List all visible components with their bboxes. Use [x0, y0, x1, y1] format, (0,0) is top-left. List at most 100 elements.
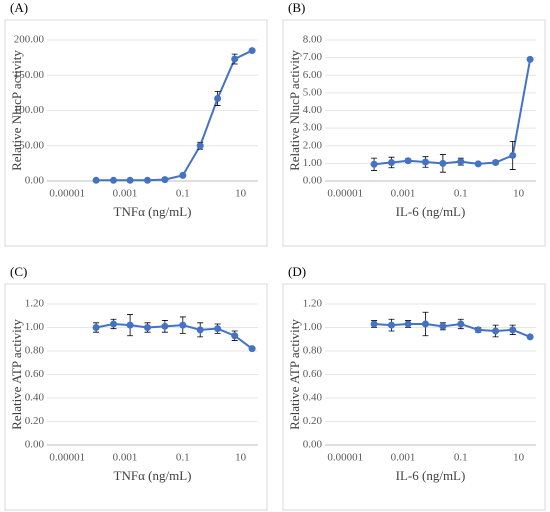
- data-point: [421, 320, 429, 328]
- series-line: [373, 59, 532, 166]
- data-point: [161, 176, 169, 184]
- y-tick-label: 0.80: [25, 345, 45, 357]
- data-point: [161, 322, 169, 330]
- x-axis-label: TNFα (ng/mL): [114, 204, 192, 219]
- x-axis-label: IL-6 (ng/mL): [396, 468, 466, 483]
- data-point: [526, 333, 534, 341]
- y-tick-label: 0.60: [303, 368, 323, 380]
- data-point: [179, 321, 187, 329]
- x-tick-label: 0.001: [391, 188, 416, 200]
- x-tick-label: 0.1: [176, 452, 190, 464]
- data-point: [143, 324, 151, 331]
- data-point: [214, 325, 222, 333]
- panel-border: [282, 283, 546, 511]
- y-tick-label: 0.20: [303, 415, 323, 427]
- data-point: [509, 326, 517, 334]
- panel-border: [4, 283, 268, 511]
- data-point: [370, 160, 378, 168]
- data-point: [196, 142, 204, 150]
- y-tick-label: 0.40: [25, 392, 45, 404]
- data-point: [404, 320, 412, 328]
- y-tick-label: 1.20: [25, 298, 45, 310]
- y-tick-label: 2.00: [303, 139, 323, 151]
- series-line: [95, 322, 253, 350]
- data-point: [248, 47, 256, 55]
- y-tick-label: 1.00: [303, 321, 323, 333]
- data-point: [439, 322, 447, 330]
- data-point: [196, 326, 204, 334]
- y-tick-label: 0.40: [303, 392, 323, 404]
- y-tick-label: 1.00: [25, 321, 45, 333]
- y-tick-label: 8.00: [303, 34, 323, 46]
- x-axis-label: TNFα (ng/mL): [114, 468, 192, 483]
- x-axis-label: IL-6 (ng/mL): [396, 204, 466, 219]
- x-tick-label: 10: [235, 452, 247, 464]
- data-point: [492, 158, 500, 166]
- data-point: [231, 332, 239, 340]
- y-tick-label: 100.00: [14, 104, 45, 116]
- data-point: [126, 321, 134, 329]
- x-tick-label: 10: [513, 188, 525, 200]
- data-point: [492, 327, 500, 335]
- y-tick-label: 1.00: [303, 157, 323, 169]
- y-tick-label: 4.00: [303, 104, 323, 116]
- data-point: [439, 159, 447, 167]
- x-tick-label: 0.001: [391, 452, 416, 464]
- y-tick-label: 0.00: [303, 175, 323, 187]
- y-tick-label: 0.60: [25, 368, 45, 380]
- x-tick-label: 0.00001: [49, 188, 85, 200]
- y-axis-label: Relative ATP activity: [9, 319, 24, 430]
- y-tick-label: 0.80: [303, 345, 323, 357]
- panel-label: (D): [288, 264, 306, 279]
- data-point: [92, 176, 100, 184]
- y-tick-label: 3.00: [303, 122, 323, 134]
- y-tick-label: 50.00: [19, 139, 44, 151]
- data-point: [248, 345, 256, 353]
- y-axis-label: Relative NlucP activity: [9, 50, 24, 171]
- data-point: [457, 320, 465, 328]
- x-tick-label: 0.1: [454, 188, 468, 200]
- x-tick-label: 0.00001: [49, 452, 85, 464]
- y-tick-label: 200.00: [14, 34, 45, 46]
- y-axis-label: Relative NlucP activity: [287, 50, 302, 171]
- data-point: [231, 55, 239, 63]
- x-tick-label: 10: [513, 452, 525, 464]
- panel-border: [282, 19, 546, 247]
- data-point: [126, 176, 134, 184]
- y-tick-label: 6.00: [303, 69, 323, 81]
- data-point: [474, 160, 482, 168]
- data-point: [404, 157, 412, 165]
- x-tick-label: 0.001: [113, 188, 138, 200]
- data-point: [421, 158, 429, 166]
- data-point: [457, 158, 465, 166]
- data-point: [387, 321, 395, 329]
- y-axis-label: Relative ATP activity: [287, 319, 302, 430]
- x-tick-label: 0.1: [454, 452, 468, 464]
- data-point: [370, 320, 378, 328]
- series-line: [96, 49, 253, 182]
- x-tick-label: 10: [235, 188, 247, 200]
- y-tick-label: 5.00: [303, 86, 323, 98]
- y-tick-label: 0.00: [25, 175, 45, 187]
- series-line: [374, 322, 531, 338]
- y-tick-label: 0.00: [25, 439, 45, 451]
- data-point: [143, 176, 151, 184]
- y-tick-label: 150.00: [14, 69, 45, 81]
- y-tick-label: 0.00: [303, 439, 323, 451]
- y-tick-label: 7.00: [303, 51, 323, 63]
- panel-label: (A): [10, 0, 28, 15]
- data-point: [526, 55, 534, 63]
- data-point: [109, 176, 117, 184]
- panel-label: (B): [288, 0, 305, 15]
- data-point: [109, 320, 117, 328]
- data-point: [214, 95, 222, 103]
- data-point: [387, 158, 395, 166]
- y-tick-label: 1.20: [303, 298, 323, 310]
- panel-border: [4, 19, 268, 247]
- data-point: [92, 324, 100, 331]
- x-tick-label: 0.00001: [327, 452, 363, 464]
- x-tick-label: 0.001: [113, 452, 138, 464]
- data-point: [474, 326, 482, 334]
- x-tick-label: 0.1: [176, 188, 190, 200]
